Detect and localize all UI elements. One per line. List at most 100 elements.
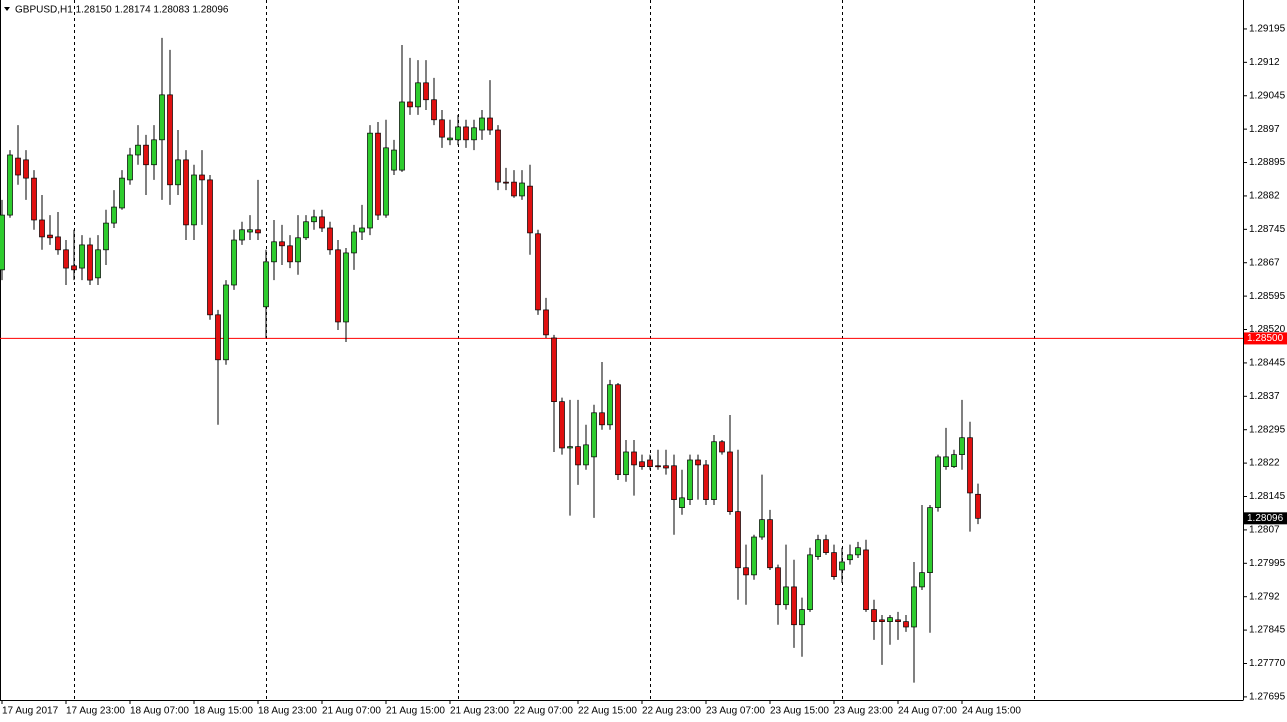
- candle-body: [663, 465, 669, 469]
- y-tick-label: 1.27995: [1249, 558, 1286, 569]
- candle-body: [407, 101, 413, 108]
- candle-body: [783, 586, 789, 606]
- candle-body: [751, 536, 757, 576]
- candle-body: [535, 233, 541, 311]
- candle-body: [599, 412, 605, 426]
- candle-body: [375, 132, 381, 216]
- candle-body: [503, 181, 509, 184]
- candle-body: [0, 214, 5, 271]
- candle-body: [247, 229, 253, 233]
- level-label-box: [1244, 332, 1287, 345]
- candle-body: [623, 451, 629, 476]
- candle-body: [671, 465, 677, 500]
- candle-body: [391, 149, 397, 171]
- x-tick-label: 22 Aug 15:00: [578, 706, 637, 717]
- x-tick-label: 18 Aug 07:00: [130, 706, 189, 717]
- candle-body: [239, 229, 245, 241]
- candle-body: [343, 252, 349, 323]
- candle-body: [967, 437, 973, 494]
- candle-body: [367, 132, 373, 229]
- x-tick-label: 17 Aug 2017: [2, 706, 59, 717]
- candle-body: [39, 219, 45, 238]
- last-price-label: 1.28096: [1247, 513, 1284, 524]
- candle-body: [607, 384, 613, 426]
- y-tick-label: 1.28145: [1249, 491, 1286, 502]
- candle-body: [559, 401, 565, 449]
- candle-body: [79, 244, 85, 269]
- candle-body: [951, 454, 957, 468]
- candle-body: [87, 244, 93, 281]
- candle-body: [207, 179, 213, 316]
- y-tick-label: 1.2807: [1249, 525, 1280, 536]
- candle-body: [327, 227, 333, 251]
- candle-body: [71, 265, 77, 271]
- y-tick-label: 1.27845: [1249, 625, 1286, 636]
- y-tick-label: 1.29195: [1249, 24, 1286, 35]
- y-tick-label: 1.2882: [1249, 191, 1280, 202]
- candle-body: [895, 619, 901, 622]
- candle-body: [447, 137, 453, 141]
- candle-body: [111, 206, 117, 224]
- candle-body: [911, 586, 917, 628]
- candle-body: [431, 99, 437, 121]
- candle-body: [159, 94, 165, 141]
- candle-body: [63, 249, 69, 269]
- candle-body: [167, 94, 173, 186]
- x-tick-label: 18 Aug 15:00: [194, 706, 253, 717]
- candle-body: [127, 154, 133, 181]
- candle-body: [743, 567, 749, 576]
- candle-body: [399, 101, 405, 171]
- candle-body: [855, 547, 861, 556]
- candle-body: [519, 182, 525, 197]
- candle-body: [799, 609, 805, 626]
- candle-body: [871, 609, 877, 622]
- candle-body: [695, 459, 701, 466]
- candle-body: [351, 231, 357, 254]
- chart-title: GBPUSD,H1 1.28150 1.28174 1.28083 1.2809…: [15, 5, 229, 16]
- candle-body: [647, 459, 653, 468]
- candle-body: [423, 82, 429, 101]
- candle-body: [455, 126, 461, 141]
- x-tick-label: 24 Aug 07:00: [898, 706, 957, 717]
- candle-body: [175, 159, 181, 186]
- candle-body: [303, 221, 309, 239]
- candle-body: [631, 451, 637, 466]
- candle-body: [23, 159, 29, 179]
- candle-body: [527, 185, 533, 234]
- candle-body: [639, 461, 645, 468]
- candle-body: [287, 245, 293, 263]
- candle-body: [495, 129, 501, 183]
- candle-body: [551, 337, 557, 403]
- candle-body: [543, 309, 549, 336]
- candle-body: [263, 261, 269, 308]
- candle-body: [143, 144, 149, 166]
- candle-body: [463, 126, 469, 141]
- candle-body: [575, 446, 581, 466]
- x-tick-label: 24 Aug 15:00: [962, 706, 1021, 717]
- candle-body: [359, 227, 365, 233]
- y-tick-label: 1.28445: [1249, 358, 1286, 369]
- candle-body: [591, 412, 597, 458]
- candle-body: [687, 459, 693, 500]
- y-tick-label: 1.27695: [1249, 692, 1286, 703]
- y-tick-label: 1.2912: [1249, 57, 1280, 68]
- candle-body: [839, 561, 845, 571]
- y-tick-label: 1.28745: [1249, 224, 1286, 235]
- candle-body: [719, 441, 725, 453]
- candle-body: [223, 284, 229, 361]
- x-tick-label: 22 Aug 07:00: [514, 706, 573, 717]
- x-tick-label: 22 Aug 23:00: [642, 706, 701, 717]
- y-tick-label: 1.27770: [1249, 658, 1286, 669]
- candle-body: [231, 239, 237, 286]
- x-tick-label: 23 Aug 15:00: [770, 706, 829, 717]
- candle-body: [711, 441, 717, 500]
- candle-body: [319, 216, 325, 229]
- candle-body: [807, 554, 813, 610]
- candle-body: [47, 234, 53, 239]
- candle-body: [191, 174, 197, 226]
- candle-body: [199, 174, 205, 181]
- candle-body: [383, 147, 389, 216]
- candle-body: [215, 314, 221, 361]
